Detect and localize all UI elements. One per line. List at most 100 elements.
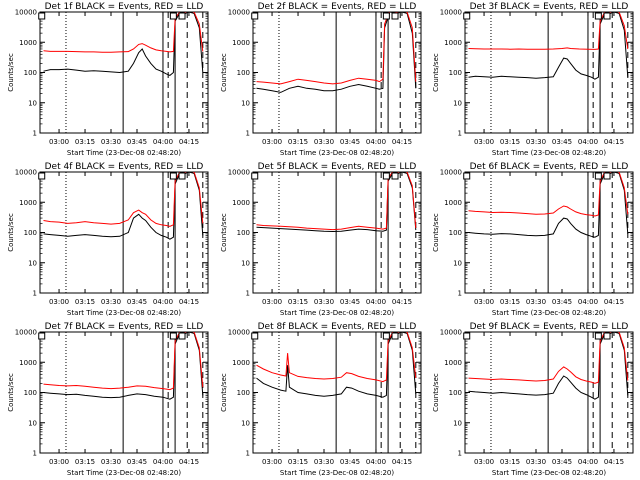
x-tick-label: 03:45 — [340, 458, 360, 466]
y-tick-label: 10000 — [228, 169, 250, 177]
box-marker — [169, 332, 177, 340]
x-tick-label: 04:00 — [366, 298, 386, 306]
panel-1: Det 1f BLACK = Events, RED = LLD Counts/s… — [7, 2, 209, 157]
lld-series-line — [256, 332, 417, 383]
box-marker — [178, 172, 186, 180]
box-marker — [382, 332, 390, 340]
lld-series-line — [43, 332, 204, 391]
x-axis-label: Start Time (23-Dec-08 02:48:20) — [67, 149, 181, 157]
events-series-line — [43, 332, 204, 400]
y-tick-label: 10 — [453, 99, 462, 107]
x-tick-label: 04:00 — [366, 458, 386, 466]
box-marker — [38, 332, 46, 340]
y-tick-label: 10000 — [440, 329, 462, 337]
panel-9: Det 9f BLACK = Events, RED = LLD Counts/s… — [432, 322, 634, 477]
lld-series-line — [468, 172, 629, 217]
y-axis-label: Counts/sec — [432, 213, 440, 252]
panel-3: Det 3f BLACK = Events, RED = LLD Counts/s… — [432, 2, 634, 157]
y-tick-label: 1 — [246, 290, 250, 298]
y-tick-label: 100 — [237, 69, 250, 77]
x-axis-label: Start Time (23-Dec-08 02:48:20) — [492, 149, 606, 157]
y-tick-label: 1000 — [444, 39, 462, 47]
y-tick-label: 1 — [458, 450, 462, 458]
y-tick-label: 1 — [33, 290, 37, 298]
y-tick-label: 100 — [449, 389, 462, 397]
lld-series-line — [256, 172, 417, 231]
box-marker — [382, 172, 390, 180]
box-marker — [463, 332, 471, 340]
x-tick-label: 03:00 — [262, 138, 282, 146]
box-marker — [382, 12, 390, 20]
y-tick-label: 100 — [24, 69, 37, 77]
x-tick-label: 04:15 — [179, 458, 199, 466]
plot-frame — [252, 11, 422, 134]
panel-8: Det 8f BLACK = Events, RED = LLD Counts/s… — [220, 322, 422, 477]
chart-title: Det 1f BLACK = Events, RED = LLD — [45, 2, 204, 12]
y-tick-label: 1 — [246, 450, 250, 458]
y-tick-label: 10000 — [440, 169, 462, 177]
x-tick-label: 03:00 — [49, 458, 69, 466]
x-tick-label: 03:15 — [75, 298, 95, 306]
y-tick-label: 1 — [246, 130, 250, 138]
chart-title: Det 7f BLACK = Events, RED = LLD — [45, 322, 204, 332]
y-tick-label: 100 — [24, 389, 37, 397]
x-tick-label: 03:45 — [340, 298, 360, 306]
x-tick-label: 03:00 — [49, 138, 69, 146]
y-tick-label: 1000 — [19, 199, 37, 207]
y-tick-label: 10000 — [15, 329, 37, 337]
box-marker — [169, 172, 177, 180]
x-tick-label: 03:15 — [500, 298, 520, 306]
y-tick-label: 1 — [33, 130, 37, 138]
y-tick-label: 1000 — [444, 199, 462, 207]
y-tick-label: 1000 — [232, 39, 250, 47]
x-tick-label: 04:15 — [392, 458, 412, 466]
panel-4: Det 4f BLACK = Events, RED = LLD Counts/s… — [7, 162, 209, 317]
x-tick-label: 03:00 — [262, 458, 282, 466]
box-marker — [251, 332, 259, 340]
box-marker — [603, 332, 611, 340]
y-tick-label: 10 — [241, 419, 250, 427]
x-tick-label: 04:00 — [578, 298, 598, 306]
y-tick-label: 10 — [28, 419, 37, 427]
y-axis-label: Counts/sec — [220, 373, 228, 412]
y-axis-label: Counts/sec — [432, 373, 440, 412]
plot-frame — [252, 331, 422, 454]
x-tick-label: 03:45 — [127, 298, 147, 306]
x-tick-label: 03:30 — [526, 138, 546, 146]
box-marker — [391, 12, 399, 20]
x-tick-label: 03:15 — [500, 138, 520, 146]
x-tick-label: 03:15 — [500, 458, 520, 466]
y-tick-label: 1 — [33, 450, 37, 458]
x-tick-label: 04:00 — [153, 458, 173, 466]
x-tick-label: 03:30 — [101, 298, 121, 306]
box-marker — [463, 12, 471, 20]
box-marker — [169, 12, 177, 20]
x-tick-label: 03:45 — [340, 138, 360, 146]
box-marker — [251, 172, 259, 180]
y-tick-label: 1000 — [444, 359, 462, 367]
box-marker — [603, 12, 611, 20]
box-marker — [38, 12, 46, 20]
y-tick-label: 10000 — [15, 9, 37, 17]
chart-title: Det 9f BLACK = Events, RED = LLD — [470, 322, 629, 332]
x-tick-label: 03:00 — [49, 298, 69, 306]
plot-frame — [464, 171, 634, 294]
y-tick-label: 1 — [458, 290, 462, 298]
x-tick-label: 03:30 — [314, 458, 334, 466]
x-tick-label: 03:15 — [75, 138, 95, 146]
x-tick-label: 04:00 — [578, 458, 598, 466]
box-marker — [178, 12, 186, 20]
box-marker — [38, 172, 46, 180]
x-tick-label: 03:30 — [314, 138, 334, 146]
x-axis-label: Start Time (23-Dec-08 02:48:20) — [492, 309, 606, 317]
box-marker — [178, 332, 186, 340]
x-tick-label: 03:45 — [552, 138, 572, 146]
x-tick-label: 03:00 — [474, 138, 494, 146]
y-tick-label: 1000 — [19, 39, 37, 47]
y-tick-label: 100 — [237, 389, 250, 397]
y-tick-label: 10 — [241, 99, 250, 107]
x-tick-label: 04:00 — [366, 138, 386, 146]
y-tick-label: 1000 — [19, 359, 37, 367]
x-tick-label: 03:30 — [101, 458, 121, 466]
